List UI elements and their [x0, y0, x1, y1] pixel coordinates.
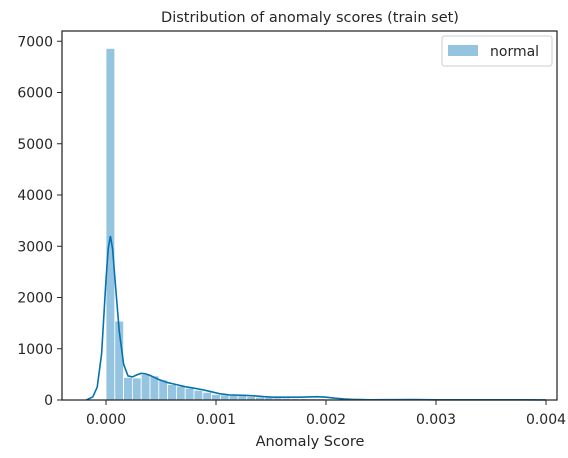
legend-box [441, 35, 553, 67]
plot-frame [61, 30, 558, 401]
histogram-bar [237, 395, 248, 401]
histogram-bar [219, 394, 230, 401]
histogram-bar [211, 393, 221, 401]
legend-swatch-normal [448, 45, 478, 56]
x-axis-ticks: 0.000 0.001 0.002 0.003 0.004 [86, 400, 566, 428]
y-tick-label: 0 [44, 393, 53, 409]
y-tick-label: 1000 [17, 342, 53, 358]
histogram-bar [140, 373, 151, 401]
histogram-bar [131, 377, 142, 401]
y-tick-label: 7000 [17, 34, 53, 50]
chart-title: Distribution of anomaly scores (train se… [161, 10, 459, 26]
y-tick-label: 3000 [17, 239, 53, 255]
histogram-bar [105, 48, 116, 401]
histogram-bar [158, 379, 169, 401]
x-tick-label: 0.003 [416, 412, 456, 428]
y-tick-label: 6000 [17, 86, 53, 102]
x-tick-label: 0.004 [526, 412, 566, 428]
legend: normal [441, 35, 553, 67]
kde-line [85, 235, 547, 401]
histogram-bar [193, 389, 204, 401]
histogram-bar [175, 385, 186, 401]
histogram-bar [167, 384, 177, 401]
histogram-bars [105, 48, 547, 401]
y-tick-label: 5000 [17, 137, 53, 153]
histogram-bar [184, 387, 195, 401]
y-tick-label: 4000 [17, 188, 53, 204]
y-axis-ticks: 0 1000 2000 3000 4000 5000 6000 7000 [17, 34, 62, 409]
legend-label-normal: normal [490, 44, 539, 60]
histogram-bar [123, 377, 133, 401]
x-tick-label: 0.001 [196, 412, 236, 428]
x-axis-label: Anomaly Score [256, 434, 365, 450]
histogram-bar [202, 391, 213, 401]
x-tick-label: 0.000 [86, 412, 126, 428]
y-tick-label: 2000 [17, 291, 53, 307]
x-tick-label: 0.002 [306, 412, 346, 428]
